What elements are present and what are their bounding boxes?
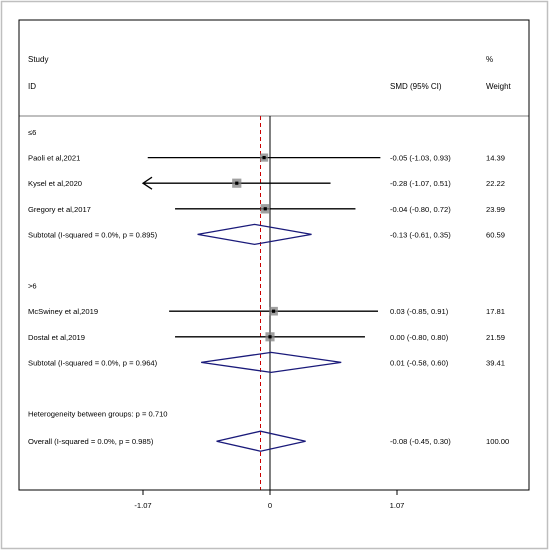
point-estimate xyxy=(235,181,239,185)
x-tick-label: -1.07 xyxy=(134,501,151,510)
overall-weight: 100.00 xyxy=(486,437,509,446)
study-weight: 17.81 xyxy=(486,307,505,316)
subtotal-label: Subtotal (I-squared = 0.0%, p = 0.895) xyxy=(28,230,158,239)
x-tick-label: 1.07 xyxy=(390,501,405,510)
header-percent-label: % xyxy=(486,55,493,64)
point-estimate xyxy=(268,335,272,339)
point-estimate xyxy=(263,207,267,211)
study-label: Gregory et al,2017 xyxy=(28,205,91,214)
study-ci-text: -0.28 (-1.07, 0.51) xyxy=(390,179,451,188)
study-label: Kysel et al,2020 xyxy=(28,179,82,188)
study-label: Dostal et al,2019 xyxy=(28,333,85,342)
subtotal-ci-text: -0.13 (-0.61, 0.35) xyxy=(390,230,451,239)
heterogeneity-label: Heterogeneity between groups: p = 0.710 xyxy=(28,410,168,419)
subtotal-weight: 60.59 xyxy=(486,230,505,239)
point-estimate xyxy=(271,309,276,313)
header-effect-label: SMD (95% CI) xyxy=(390,82,442,91)
subtotal-diamond xyxy=(197,223,312,246)
study-ci-text: -0.04 (-0.80, 0.72) xyxy=(390,205,451,214)
overall-label: Overall (I-squared = 0.0%, p = 0.985) xyxy=(28,437,154,446)
header-study-label: Study xyxy=(28,55,48,64)
x-axis: -1.07 0 1.07 xyxy=(19,489,529,510)
subtotal-label: Subtotal (I-squared = 0.0%, p = 0.964) xyxy=(28,358,158,367)
group-label: ≤6 xyxy=(28,128,36,137)
header-id-label: ID xyxy=(28,82,36,91)
study-weight: 21.59 xyxy=(486,333,505,342)
study-weight: 23.99 xyxy=(486,205,505,214)
header-weight-label: Weight xyxy=(486,82,512,91)
group-label: >6 xyxy=(28,282,37,291)
forest-rows: ≤6 Paoli et al,2021 -0.05 (-1.03, 0.93) 14.… xyxy=(28,128,509,452)
study-ci-text: 0.00 (-0.80, 0.80) xyxy=(390,333,449,342)
study-ci-text: -0.05 (-1.03, 0.93) xyxy=(390,154,451,163)
overall-ci-text: -0.08 (-0.45, 0.30) xyxy=(390,437,451,446)
subtotal-ci-text: 0.01 (-0.58, 0.60) xyxy=(390,358,449,367)
plot-frame xyxy=(18,19,530,491)
subtotal-weight: 39.41 xyxy=(486,358,505,367)
study-ci-text: 0.03 (-0.85, 0.91) xyxy=(390,307,449,316)
study-label: McSwiney et al,2019 xyxy=(28,307,98,316)
point-estimate xyxy=(262,156,266,160)
subtotal-diamond xyxy=(201,351,342,374)
study-weight: 22.22 xyxy=(486,179,505,188)
x-tick-label: 0 xyxy=(268,501,272,510)
study-weight: 14.39 xyxy=(486,154,505,163)
ci-arrow xyxy=(141,176,153,190)
overall-diamond xyxy=(216,430,306,452)
study-label: Paoli et al,2021 xyxy=(28,154,80,163)
